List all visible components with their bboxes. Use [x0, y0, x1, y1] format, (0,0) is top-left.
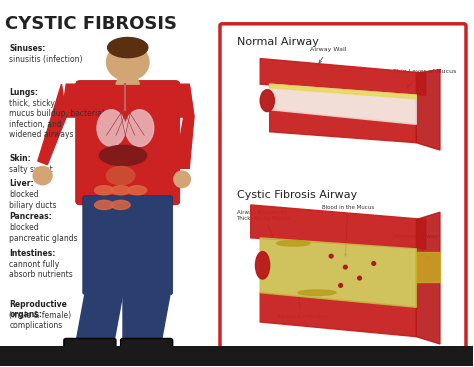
Ellipse shape	[111, 200, 130, 210]
Polygon shape	[416, 69, 440, 150]
Polygon shape	[38, 84, 66, 165]
Ellipse shape	[95, 200, 114, 210]
Ellipse shape	[344, 265, 347, 269]
Text: (male & female)
complications: (male & female) complications	[9, 311, 72, 330]
Polygon shape	[116, 73, 139, 84]
Polygon shape	[260, 293, 416, 337]
Text: blocked
biliary ducts: blocked biliary ducts	[9, 190, 57, 210]
Text: blocked
pancreatic glands: blocked pancreatic glands	[9, 223, 78, 243]
FancyBboxPatch shape	[64, 338, 116, 353]
Text: Thin Layer of Mucus: Thin Layer of Mucus	[392, 69, 456, 87]
Ellipse shape	[372, 262, 375, 265]
Text: Reproductive
organs:: Reproductive organs:	[9, 300, 67, 319]
Ellipse shape	[128, 186, 146, 195]
Polygon shape	[165, 84, 194, 117]
Text: Normal Airway: Normal Airway	[237, 37, 319, 47]
Ellipse shape	[95, 186, 114, 195]
Text: Bacterial Infection: Bacterial Infection	[277, 297, 327, 319]
Text: thick, sticky
mucus buildup, bacterial
infection, and
widened airways: thick, sticky mucus buildup, bacterial i…	[9, 99, 105, 139]
Polygon shape	[270, 84, 416, 124]
Ellipse shape	[97, 110, 125, 146]
Polygon shape	[270, 110, 416, 143]
Polygon shape	[416, 212, 440, 344]
Polygon shape	[123, 293, 170, 344]
Text: sinusitis (infection): sinusitis (infection)	[9, 55, 83, 64]
Ellipse shape	[277, 241, 310, 246]
Text: cannont fully
absorb nutrients: cannont fully absorb nutrients	[9, 260, 73, 279]
Text: CYSTIC FIBROSIS: CYSTIC FIBROSIS	[5, 15, 177, 33]
Text: Cystic Fibrosis Airway: Cystic Fibrosis Airway	[237, 190, 357, 200]
Ellipse shape	[298, 290, 336, 295]
Ellipse shape	[125, 110, 154, 146]
Ellipse shape	[100, 145, 146, 166]
Polygon shape	[416, 252, 440, 282]
Ellipse shape	[33, 167, 52, 185]
Ellipse shape	[255, 251, 270, 279]
Ellipse shape	[108, 37, 148, 58]
Text: Sinuses:: Sinuses:	[9, 44, 46, 53]
Text: Lungs:: Lungs:	[9, 88, 38, 97]
Polygon shape	[260, 238, 416, 308]
Text: Image ID: G156NY
www.alamy.com: Image ID: G156NY www.alamy.com	[369, 349, 414, 360]
Text: salty sweat: salty sweat	[9, 165, 53, 174]
Text: Intestines:: Intestines:	[9, 249, 56, 258]
FancyBboxPatch shape	[76, 80, 180, 205]
Polygon shape	[62, 84, 90, 117]
Text: Liver:: Liver:	[9, 179, 34, 188]
Text: Airway Wall: Airway Wall	[310, 47, 346, 63]
Polygon shape	[260, 59, 426, 95]
Ellipse shape	[111, 186, 130, 195]
Ellipse shape	[107, 44, 149, 80]
FancyBboxPatch shape	[220, 24, 466, 349]
Text: Blood in the Mucus: Blood in the Mucus	[322, 204, 374, 256]
Text: Widened Airway: Widened Airway	[392, 234, 438, 260]
Text: Skin:: Skin:	[9, 154, 31, 163]
Polygon shape	[251, 205, 426, 249]
FancyBboxPatch shape	[83, 196, 173, 295]
FancyBboxPatch shape	[121, 338, 173, 353]
Ellipse shape	[339, 284, 343, 287]
Ellipse shape	[174, 171, 191, 188]
Ellipse shape	[260, 90, 274, 112]
Text: alamy: alamy	[24, 347, 80, 365]
Text: Airway Blocked by
Thick, Sticky Mucus: Airway Blocked by Thick, Sticky Mucus	[237, 210, 290, 236]
Polygon shape	[270, 84, 416, 99]
Ellipse shape	[107, 167, 135, 185]
Ellipse shape	[358, 276, 362, 280]
Text: Pancreas:: Pancreas:	[9, 212, 52, 221]
Ellipse shape	[329, 254, 333, 258]
Polygon shape	[76, 293, 123, 344]
FancyBboxPatch shape	[0, 346, 473, 366]
Polygon shape	[175, 84, 194, 168]
